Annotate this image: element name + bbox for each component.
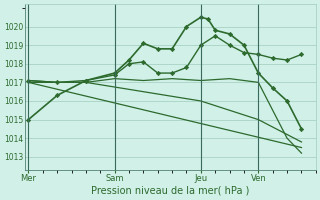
X-axis label: Pression niveau de la mer( hPa ): Pression niveau de la mer( hPa ) [91, 186, 250, 196]
